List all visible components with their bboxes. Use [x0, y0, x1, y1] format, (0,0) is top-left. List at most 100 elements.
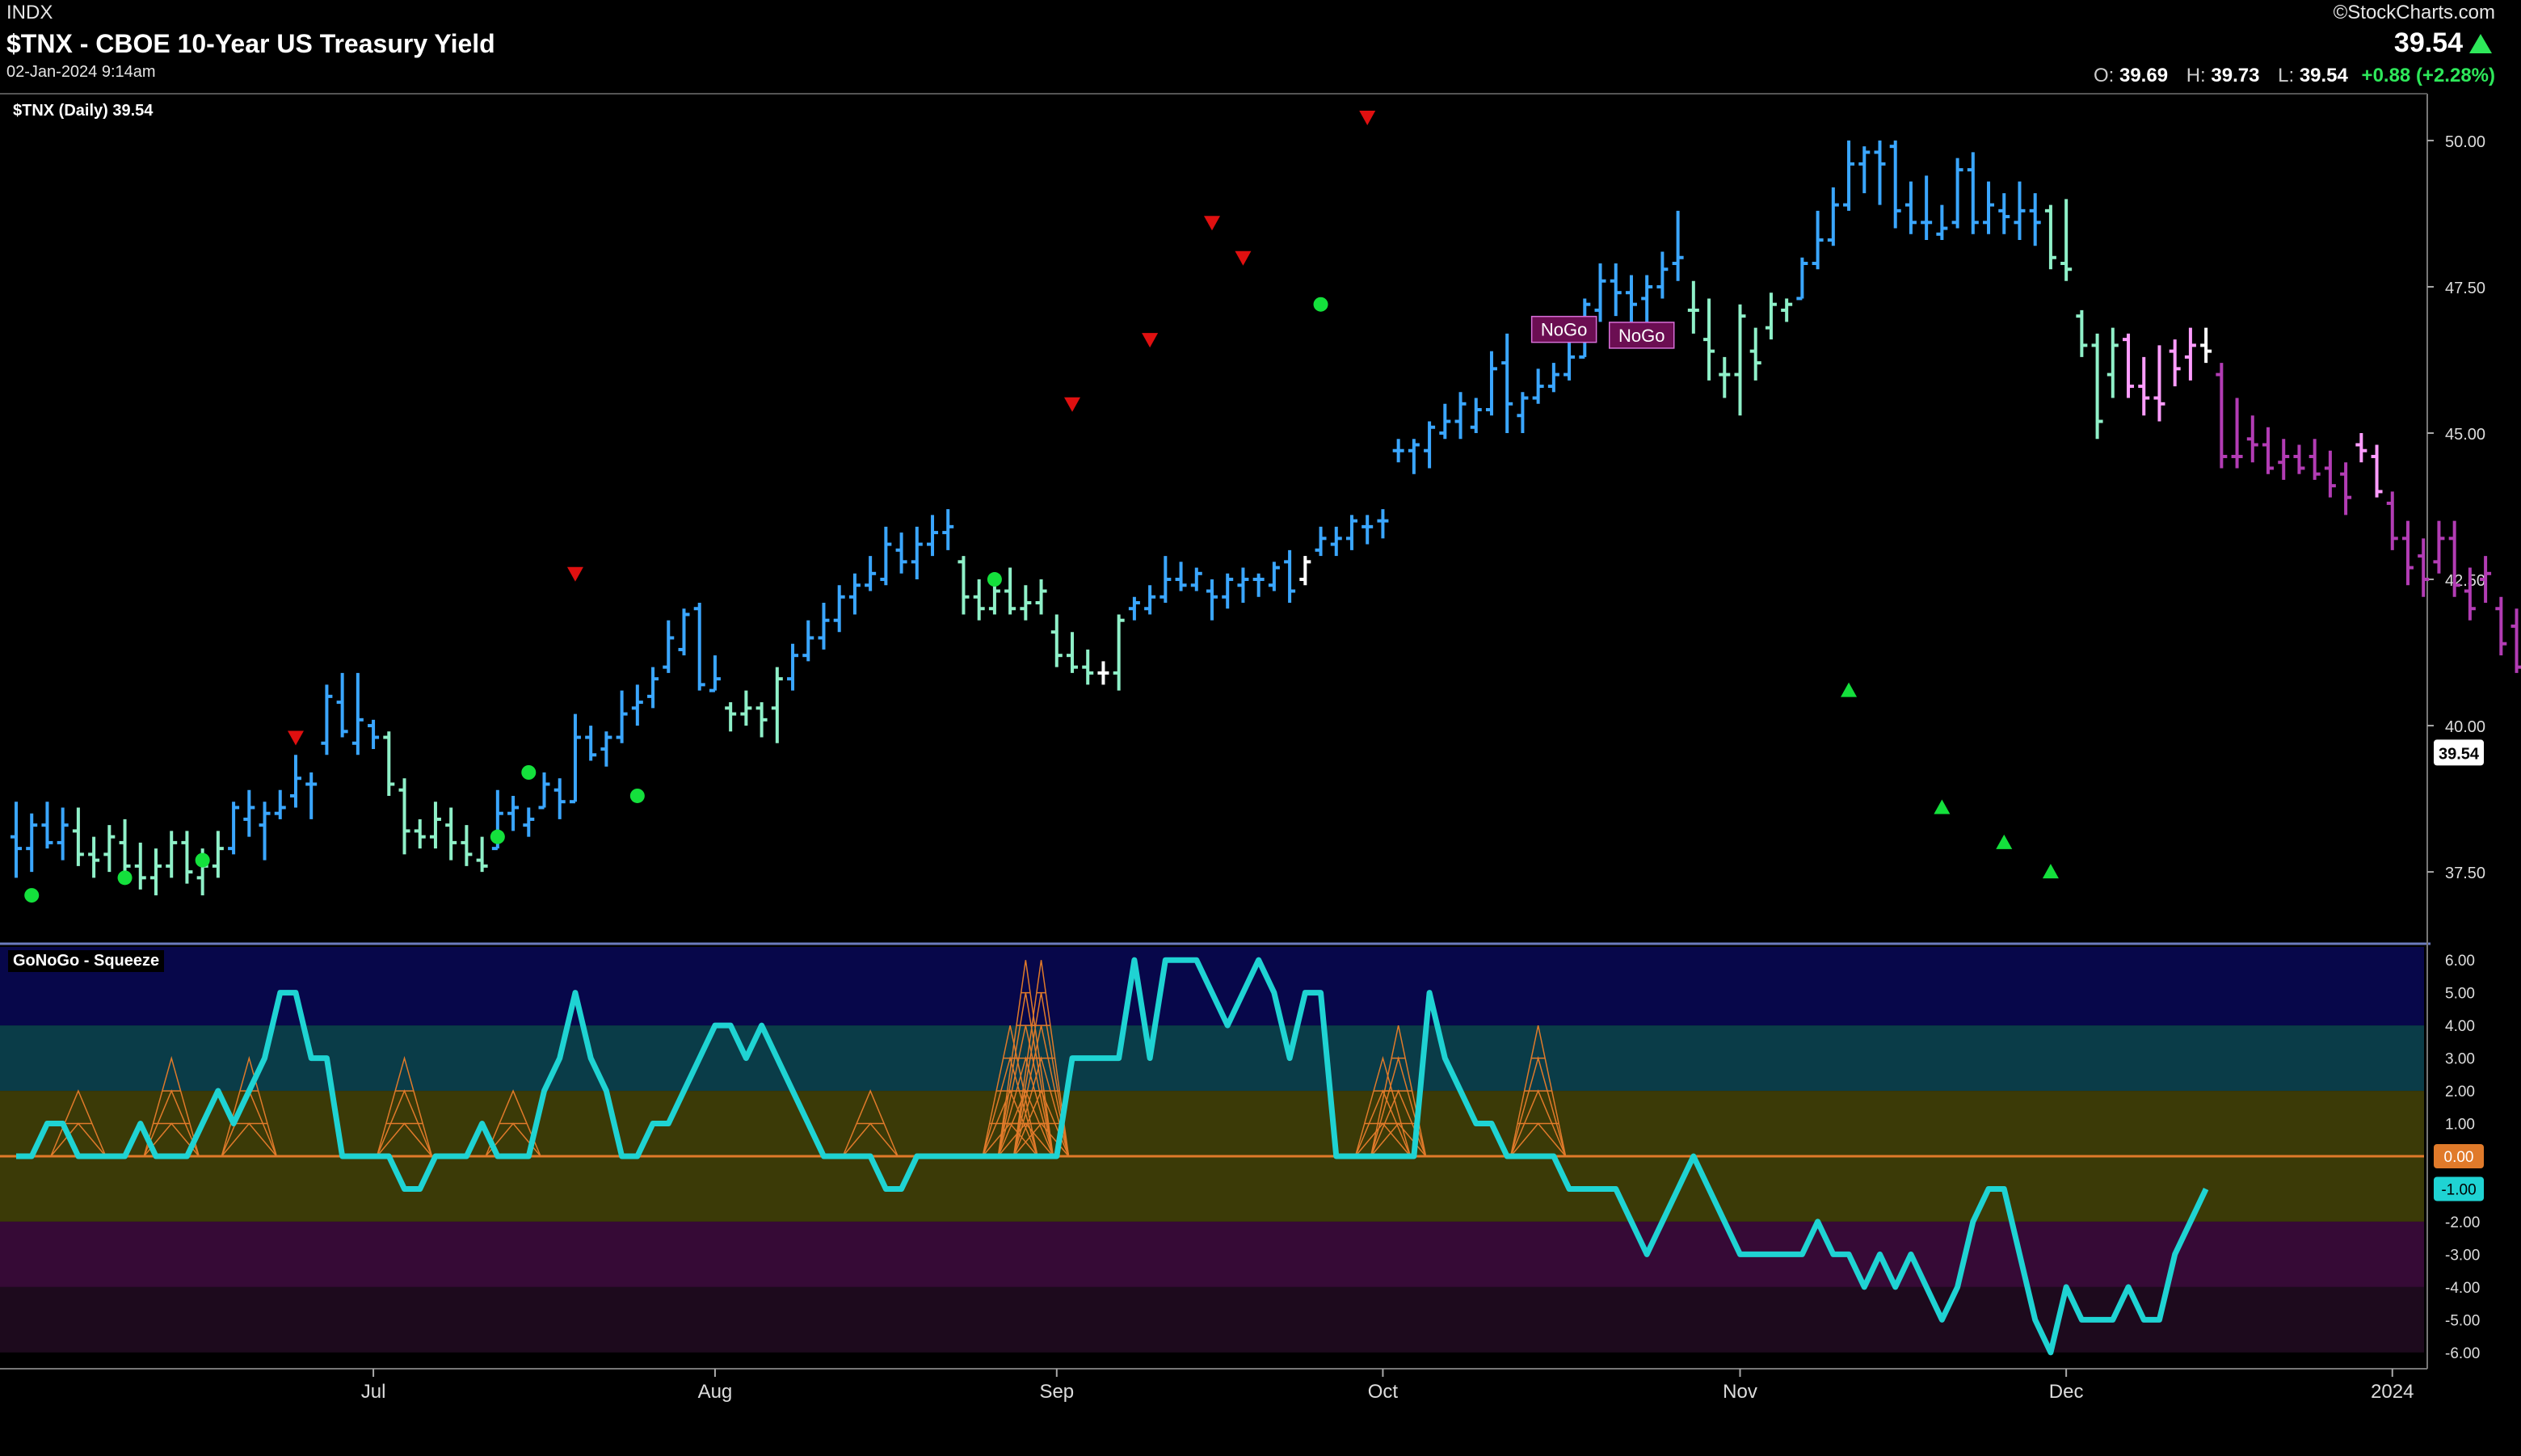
price-bar [383, 731, 395, 796]
price-bar [1936, 204, 1948, 241]
go-dot-marker [521, 765, 537, 780]
indicator-tick-label: -3.00 [2445, 1247, 2480, 1264]
price-bar [2293, 444, 2305, 474]
low-value: 39.54 [2299, 65, 2348, 86]
down-triangle-marker [287, 730, 304, 746]
price-bar [2340, 462, 2352, 515]
price-bar [1874, 140, 1886, 205]
price-bar [2169, 339, 2181, 387]
go-dot-marker [195, 852, 210, 868]
price-bar [2044, 204, 2056, 270]
price-bar [895, 532, 907, 574]
squeeze-oscillator-line [16, 957, 2209, 1356]
price-bar [445, 807, 457, 861]
x-tick-label: Oct [1368, 1381, 1399, 1403]
price-bar [228, 802, 240, 855]
squeeze-fan-line [143, 1055, 200, 1157]
price-bar [1050, 614, 1063, 667]
last-value-tag-bg [2434, 739, 2484, 766]
price-bar [927, 515, 939, 557]
go-dot-marker [117, 870, 133, 886]
price-bar [1547, 363, 1559, 393]
nogo-label: NoGo [1618, 326, 1665, 346]
squeeze-fan-line [1509, 1025, 1567, 1157]
price-bar [1812, 210, 1824, 270]
price-bar [1532, 368, 1544, 404]
price-tick-label: 47.50 [2445, 280, 2485, 297]
price-bar [740, 690, 752, 726]
price-bar [181, 831, 193, 884]
price-bar [818, 603, 830, 650]
down-triangle-marker [1142, 333, 1159, 348]
price-bar [429, 802, 441, 849]
price-bar [305, 772, 318, 819]
price-bar [1190, 567, 1202, 591]
indicator-tick-label: 1.00 [2445, 1117, 2475, 1134]
price-bar [2153, 345, 2165, 422]
indicator-zone-band [0, 1025, 2424, 1092]
price-bar [1175, 562, 1187, 591]
down-triangle-marker [1359, 110, 1376, 125]
price-bar [1345, 515, 1357, 550]
price-bar [709, 655, 721, 692]
go-dot-marker [987, 572, 1002, 587]
price-bar [2123, 333, 2135, 398]
price-bar [2464, 567, 2476, 621]
price-bar [2510, 608, 2521, 673]
indicator-tick-label: 3.00 [2445, 1051, 2475, 1068]
price-bar [336, 672, 348, 738]
price-bar [2106, 327, 2119, 398]
up-triangle-marker [1841, 682, 1858, 697]
price-bar [1330, 526, 1342, 557]
price-bar [1082, 649, 1094, 685]
indicator-tick-label: 2.00 [2445, 1084, 2475, 1100]
price-bar [1517, 392, 1529, 433]
price-bar [1858, 146, 1871, 194]
down-triangle-marker [566, 566, 583, 582]
ohlc-readout: O: 39.69 H: 39.73 L: 39.54 +0.88 (+2.28%… [2081, 65, 2495, 87]
squeeze-fan [1012, 960, 1070, 1157]
go-dot-marker [24, 888, 40, 903]
price-bar [1067, 632, 1079, 673]
price-bar [2060, 199, 2073, 281]
price-bar [149, 848, 162, 896]
price-bar [1020, 585, 1032, 621]
open-label: O: [2093, 65, 2115, 86]
low-label: L: [2278, 65, 2295, 86]
price-bar [1625, 275, 1637, 322]
price-tick-label: 37.50 [2445, 865, 2485, 882]
price-bar [802, 620, 814, 662]
price-bar [2091, 333, 2103, 440]
price-bar [911, 526, 923, 580]
price-bar [1734, 304, 1746, 416]
price-bar [957, 556, 970, 615]
price-bar [398, 778, 410, 855]
price-bar [553, 778, 566, 819]
price-bar [1687, 280, 1699, 334]
up-triangle-marker [2042, 864, 2059, 879]
x-tick-label: Sep [1039, 1381, 1074, 1403]
indicator-tick-label: 4.00 [2445, 1018, 2475, 1035]
price-bar [1004, 567, 1016, 615]
price-bar [274, 789, 286, 819]
brand-logo[interactable]: ©StockCharts.com [2333, 2, 2495, 23]
price-bar [585, 726, 597, 761]
indicator-zone-band [0, 1286, 2424, 1353]
price-bar [1998, 193, 2010, 234]
price-bar [507, 795, 520, 831]
price-bar [26, 813, 38, 873]
price-bar [166, 831, 178, 878]
price-bar [1237, 567, 1249, 603]
price-bar [787, 643, 799, 691]
indicator-tick-label: 5.00 [2445, 986, 2475, 1003]
indicator-panel-label: GoNoGo - Squeeze [8, 950, 165, 972]
price-bar [461, 825, 473, 866]
chart-date: 02-Jan-2024 9:14am [6, 63, 156, 81]
price-bar [1424, 421, 1436, 469]
price-bar [212, 831, 224, 878]
price-bar [1781, 298, 1793, 322]
price-bar [414, 818, 426, 849]
price-bar [2231, 398, 2243, 469]
chart-header: INDX $TNX - CBOE 10-Year US Treasury Yie… [0, 0, 2521, 94]
